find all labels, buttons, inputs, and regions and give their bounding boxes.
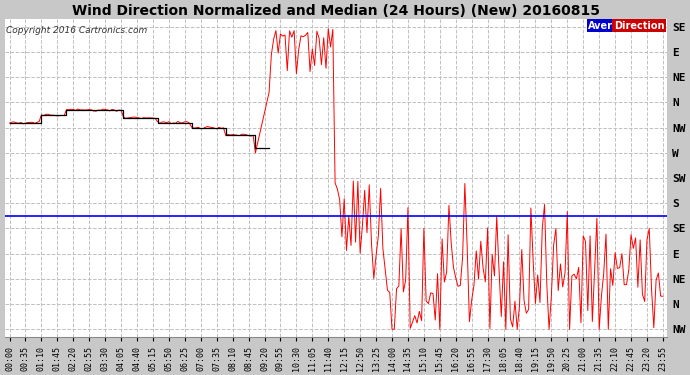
- Title: Wind Direction Normalized and Median (24 Hours) (New) 20160815: Wind Direction Normalized and Median (24…: [72, 4, 600, 18]
- Text: Average: Average: [588, 21, 633, 31]
- Text: Copyright 2016 Cartronics.com: Copyright 2016 Cartronics.com: [6, 26, 148, 34]
- Text: Direction: Direction: [613, 21, 664, 31]
